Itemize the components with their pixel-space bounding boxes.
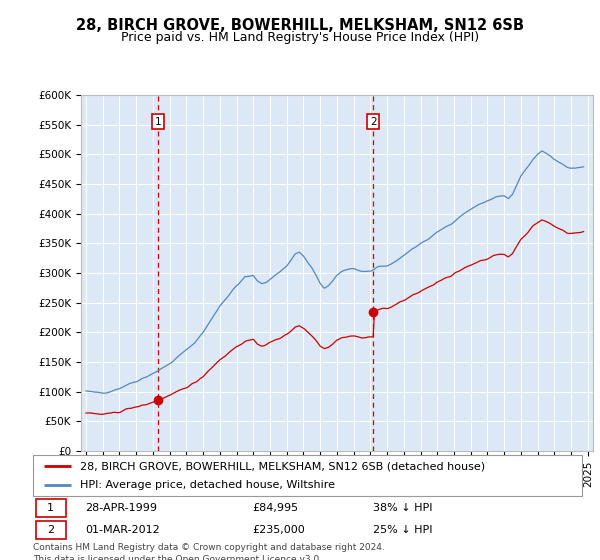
Text: 2: 2 [47,525,54,535]
Text: 1: 1 [154,117,161,127]
Text: 2: 2 [370,117,377,127]
Text: HPI: Average price, detached house, Wiltshire: HPI: Average price, detached house, Wilt… [80,480,335,489]
Text: 28, BIRCH GROVE, BOWERHILL, MELKSHAM, SN12 6SB (detached house): 28, BIRCH GROVE, BOWERHILL, MELKSHAM, SN… [80,461,485,471]
Text: 38% ↓ HPI: 38% ↓ HPI [373,503,433,513]
Text: 01-MAR-2012: 01-MAR-2012 [85,525,160,535]
Text: Price paid vs. HM Land Registry's House Price Index (HPI): Price paid vs. HM Land Registry's House … [121,31,479,44]
FancyBboxPatch shape [36,521,66,539]
Text: Contains HM Land Registry data © Crown copyright and database right 2024.
This d: Contains HM Land Registry data © Crown c… [33,543,385,560]
Text: 1: 1 [47,503,54,513]
Text: 25% ↓ HPI: 25% ↓ HPI [373,525,433,535]
Text: 28, BIRCH GROVE, BOWERHILL, MELKSHAM, SN12 6SB: 28, BIRCH GROVE, BOWERHILL, MELKSHAM, SN… [76,18,524,33]
FancyBboxPatch shape [36,500,66,517]
Text: 28-APR-1999: 28-APR-1999 [85,503,157,513]
Text: £84,995: £84,995 [253,503,299,513]
Text: £235,000: £235,000 [253,525,305,535]
